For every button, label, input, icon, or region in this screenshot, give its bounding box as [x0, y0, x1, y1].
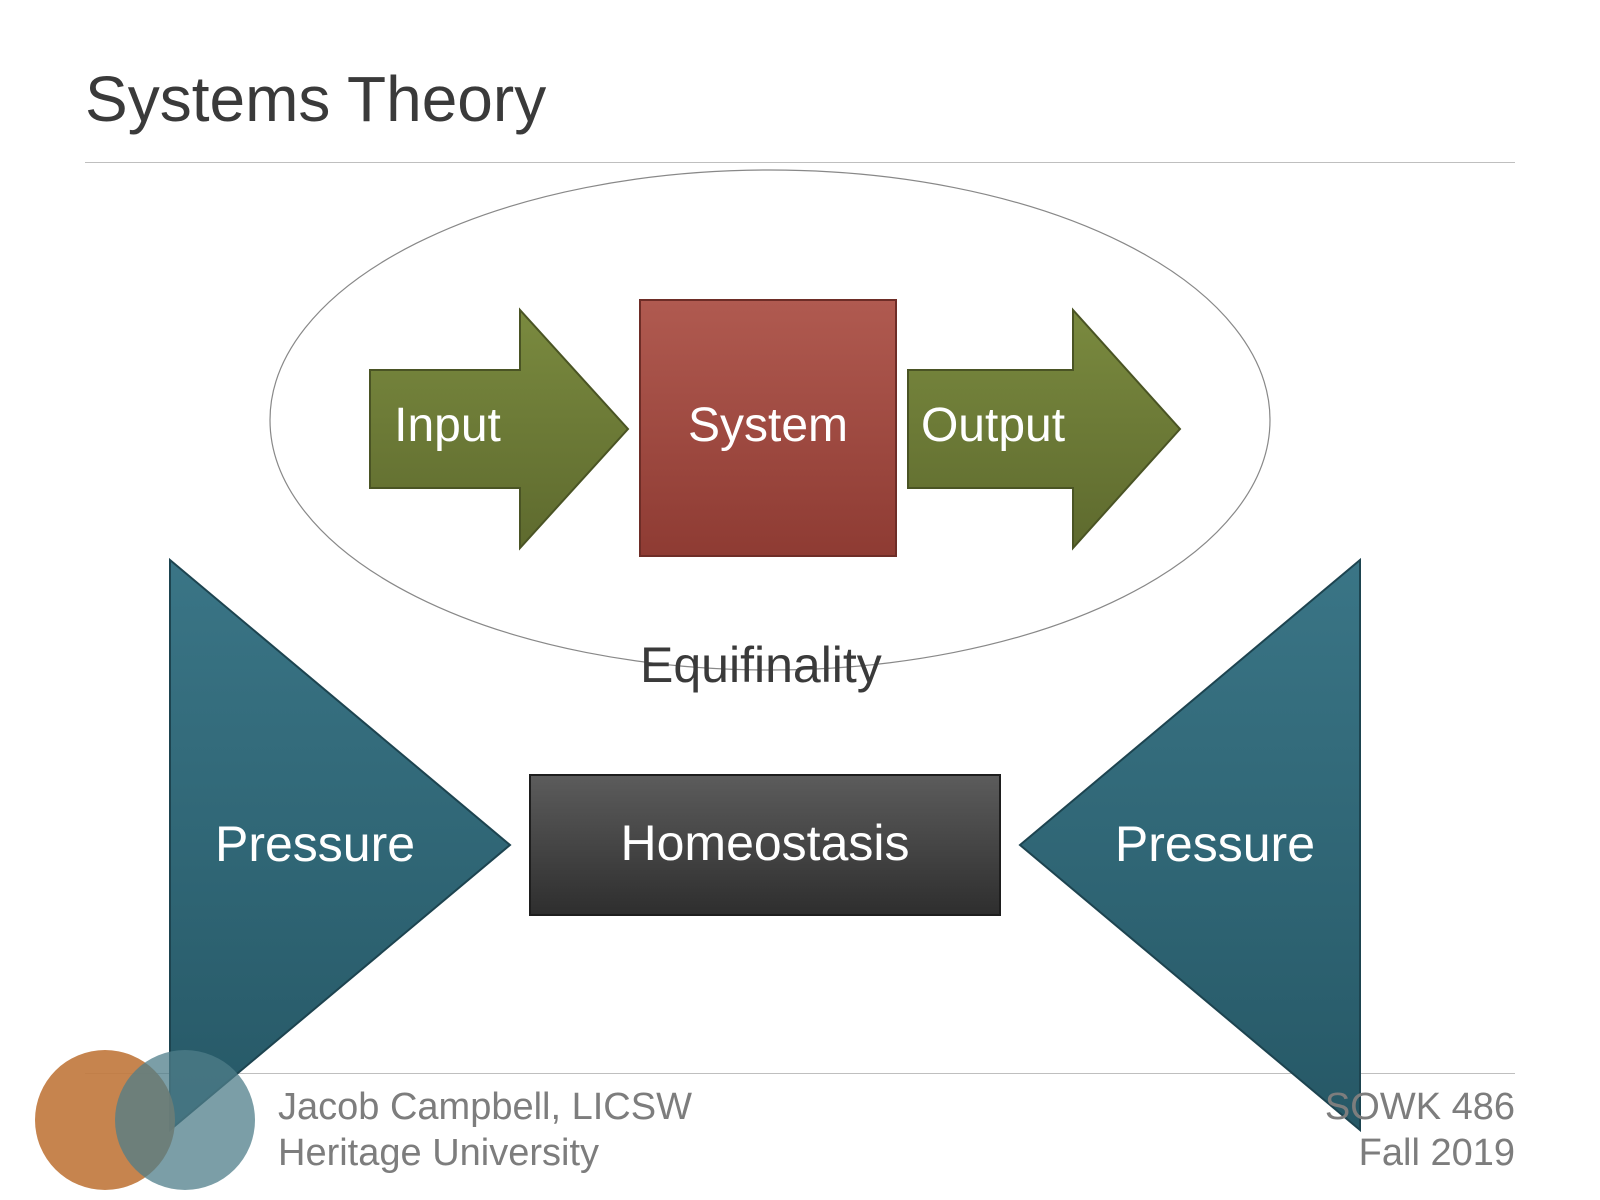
logo-circle-right — [115, 1050, 255, 1190]
output-label: Output — [908, 398, 1078, 453]
diagram-canvas — [0, 0, 1600, 1200]
input-label: Input — [370, 398, 525, 453]
slide: Systems Theory — [0, 0, 1600, 1200]
footer-course: SOWK 486 — [1325, 1086, 1515, 1129]
footer-term: Fall 2019 — [1359, 1132, 1515, 1175]
system-label: System — [640, 398, 896, 453]
footer-author: Jacob Campbell, LICSW — [278, 1086, 692, 1129]
footer-institution: Heritage University — [278, 1132, 599, 1175]
homeostasis-label: Homeostasis — [530, 814, 1000, 872]
pressure-right-label: Pressure — [1075, 815, 1315, 873]
pressure-left-label: Pressure — [215, 815, 455, 873]
equifinality-label: Equifinality — [640, 636, 882, 694]
